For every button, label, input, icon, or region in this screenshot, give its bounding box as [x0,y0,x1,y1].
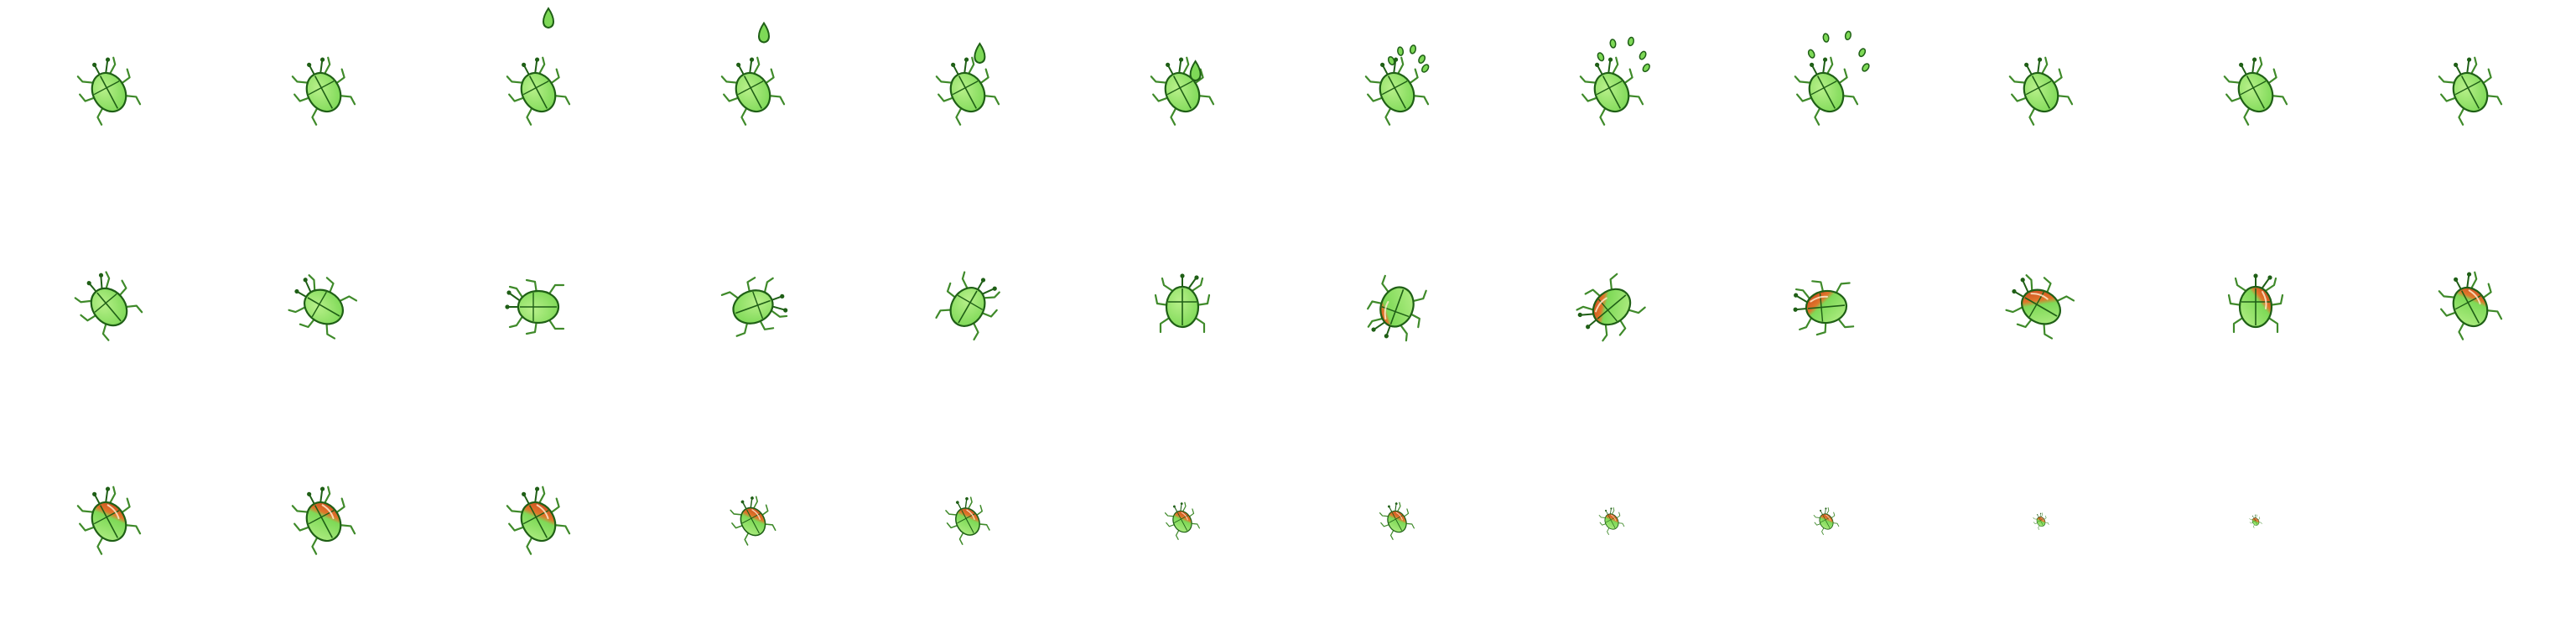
sprite-frame [1794,30,1870,126]
sprite-frame [1598,507,1625,535]
beetle-sprite [1579,56,1644,126]
beetle-sprite [1154,273,1211,334]
beetle-sprite [2223,56,2288,126]
splash-droplet [1822,33,1830,43]
beetle-sprite [1379,501,1415,540]
beetle-sprite [2005,274,2075,340]
sprite-frame [2227,273,2284,334]
sprite-frame [945,496,990,545]
beetle-sprite [730,496,776,546]
splash-droplet [1418,55,1426,65]
beetle-sprite [1813,507,1840,535]
splash-droplet [1639,50,1647,60]
splash-droplet [1862,63,1870,72]
sprite-frame [1150,56,1215,126]
water-drop [1189,60,1202,82]
water-drop [974,42,986,65]
sprite-frame [730,496,776,546]
splash-droplet [1642,63,1650,73]
beetle-sprite [2033,512,2049,530]
sprite-frame [720,21,786,126]
sprite-frame [1367,274,1427,342]
sprite-frame [720,277,788,337]
beetle-sprite [506,486,571,555]
beetle-sprite [1576,273,1646,342]
beetle-sprite [2008,56,2074,126]
splash-droplet [1387,55,1395,65]
sprite-frame [935,42,1000,126]
sprite-frame [1579,36,1650,126]
sprite-frame [288,274,358,340]
beetle-sprite [1793,280,1855,336]
beetle-sprite [2227,273,2284,334]
splash-droplet [1397,46,1405,56]
sprite-frame [1164,501,1200,540]
splash-droplet [1421,64,1430,73]
sprite-frame [1379,501,1415,540]
beetle-sprite [1794,56,1859,126]
sprite-frame [2008,56,2074,126]
sprite-frame [2223,56,2288,126]
sprite-frame [291,56,356,126]
sprite-frame [506,486,571,555]
beetle-sprite [935,56,1000,126]
beetle-sprite [1364,56,1430,126]
beetle-sprite [76,56,142,126]
splash-droplet [1844,30,1852,41]
sprite-frame [1154,273,1211,334]
splash-droplet [1807,49,1815,59]
beetle-sprite [1164,501,1200,540]
sprite-frame [1813,507,1840,535]
sprite-frame [2005,274,2075,340]
beetle-sprite [1598,507,1625,535]
splash-droplet [1858,48,1867,58]
sprite-frame [291,486,356,555]
beetle-sprite [935,271,1000,341]
beetle-sprite [720,277,788,337]
beetle-sprite [506,56,571,126]
beetle-sprite [1367,274,1427,342]
sprite-frame [505,278,565,335]
beetle-sprite [288,274,358,340]
beetle-sprite [76,486,142,555]
splash-droplet [1409,44,1417,55]
sprite-frame [1793,280,1855,336]
sprite-frame [76,486,142,555]
beetle-sprite [291,56,356,126]
beetle-sprite [1150,56,1215,126]
sprite-frame [74,271,143,341]
sprite-frame [2438,271,2503,340]
beetle-sprite [720,56,786,126]
sprite-frame [506,7,571,126]
sprite-frame [935,271,1000,341]
sprite-frame [2033,512,2049,530]
splash-droplet [1597,52,1605,62]
splash-droplet [1627,36,1635,47]
water-drop [758,21,770,44]
sprite-frame [1364,44,1430,126]
beetle-sprite [2438,56,2503,126]
splash-droplet [1609,39,1617,49]
beetle-sprite [291,486,356,555]
beetle-sprite [74,271,143,341]
beetle-sprite [945,496,990,545]
sprite-frame [76,56,142,126]
sprite-frame [2438,56,2503,126]
beetle-sprite [505,278,565,335]
sprite-frame [2249,514,2262,528]
beetle-sprite [2438,271,2503,340]
water-drop [543,7,554,29]
sprite-frame [1576,273,1646,342]
beetle-sprite [2249,514,2262,528]
